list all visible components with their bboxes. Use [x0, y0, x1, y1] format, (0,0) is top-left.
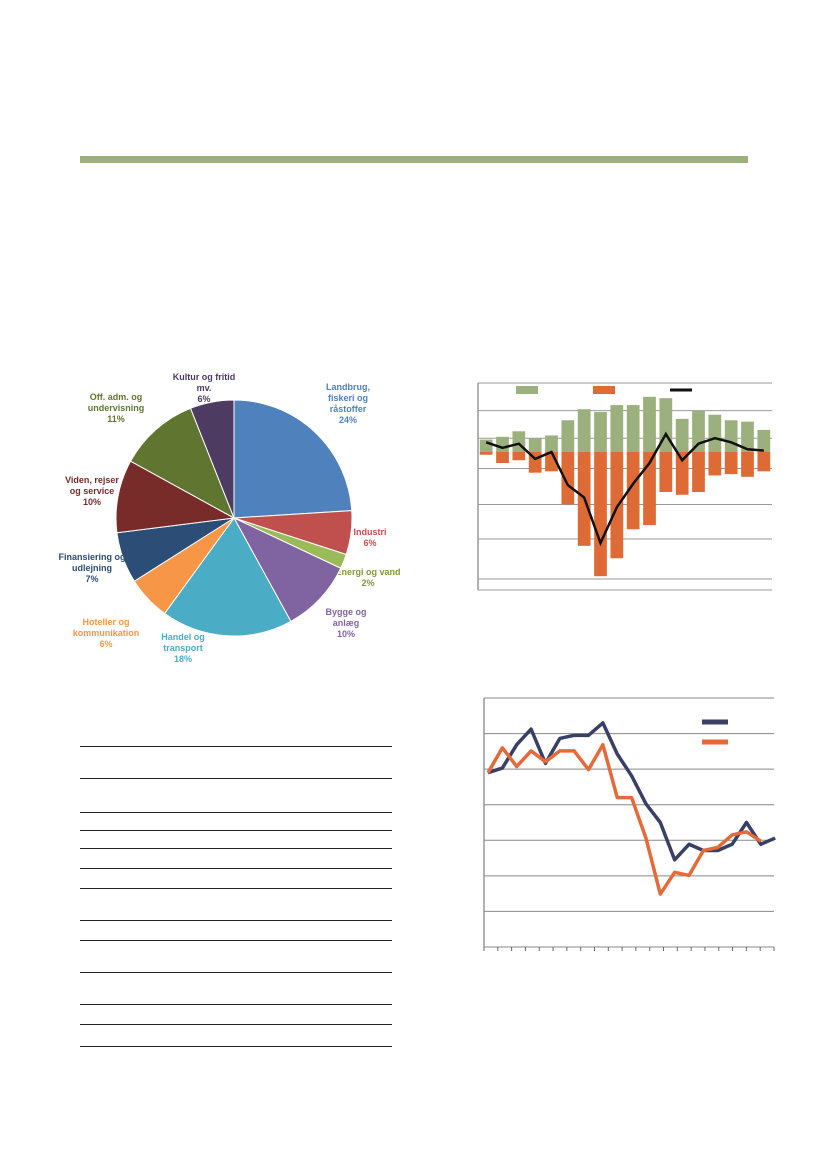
- series-line: [486, 742, 762, 896]
- bar-negative: [675, 452, 689, 495]
- bar-negative: [757, 452, 771, 472]
- table-rule: [80, 848, 392, 849]
- pie-slice: [129, 407, 235, 520]
- pie-slice-label: Handel og transport 18%: [161, 632, 205, 664]
- bar-negative: [724, 452, 738, 475]
- bar-negative: [708, 452, 722, 476]
- net-line: [485, 431, 764, 547]
- table-rules: [80, 740, 392, 1060]
- table-rule: [80, 868, 392, 869]
- bar-negative: [561, 452, 575, 505]
- bar-positive: [692, 410, 705, 452]
- bar-positive: [545, 435, 558, 452]
- table-rule: [80, 1046, 392, 1047]
- pie-slice-label: Off. adm. og undervisning 11%: [88, 392, 145, 424]
- line-chart: [483, 697, 776, 951]
- pie-slice-label: Industri 6%: [354, 527, 387, 548]
- header-rule: [80, 156, 748, 163]
- bar-positive: [528, 438, 542, 452]
- table-rule: [80, 940, 392, 941]
- series-line: [487, 721, 776, 862]
- table-rule: [80, 746, 392, 747]
- table-rule: [80, 1004, 392, 1005]
- pie-slice-label: Landbrug, fiskeri og råstoffer 24%: [326, 382, 370, 425]
- bar-positive: [577, 409, 591, 452]
- bar-positive: [724, 420, 738, 452]
- bar-negative: [496, 452, 509, 464]
- bar-positive: [708, 414, 722, 452]
- bar-positive: [675, 418, 689, 452]
- bar-positive: [643, 396, 656, 452]
- pie-slice: [115, 460, 236, 534]
- table-rule: [80, 830, 392, 831]
- bar-positive: [479, 439, 493, 452]
- table-rule: [80, 1024, 392, 1025]
- table-rule: [80, 920, 392, 921]
- table-rule: [80, 972, 392, 973]
- pie-slice-label: Bygge og anlæg 10%: [325, 607, 366, 639]
- bar-positive: [610, 405, 624, 452]
- bar-negative: [479, 452, 493, 455]
- bar-negative: [643, 452, 656, 526]
- bar-negative: [594, 452, 607, 577]
- pie-slice: [232, 516, 342, 623]
- bar-positive: [496, 436, 509, 452]
- bar-chart: [477, 382, 772, 591]
- bar-negative: [741, 452, 754, 477]
- bar-positive: [594, 411, 607, 452]
- legend-key-positive: [516, 386, 538, 394]
- bar-positive: [757, 429, 771, 452]
- pie-slice: [189, 399, 235, 519]
- pie-chart: Landbrug, fiskeri og råstoffer 24% Industri 6…: [58, 372, 400, 664]
- bar-positive: [626, 405, 640, 452]
- bar-negative: [659, 452, 673, 493]
- pie-slice-label: Hoteller og kommunikation 6%: [73, 617, 140, 649]
- pie-slice-label: Kultur og fritid mv. 6%: [173, 372, 236, 404]
- bar-negative: [626, 452, 640, 530]
- pie-slice-label: Viden, rejser og service 10%: [65, 475, 119, 507]
- table-rule: [80, 812, 392, 813]
- bar-negative: [692, 452, 705, 493]
- table-rule: [80, 778, 392, 779]
- bar-positive: [741, 421, 754, 452]
- pie-slice-label: Energi og vand 2%: [335, 567, 400, 588]
- bar-positive: [561, 420, 575, 452]
- pie-slice: [163, 517, 292, 637]
- pie-slice: [233, 399, 353, 519]
- bar-negative: [512, 452, 526, 461]
- legend-key-negative: [593, 386, 615, 394]
- pie-slice-label: Finansiering og udlejning 7%: [58, 552, 125, 584]
- table-rule: [80, 888, 392, 889]
